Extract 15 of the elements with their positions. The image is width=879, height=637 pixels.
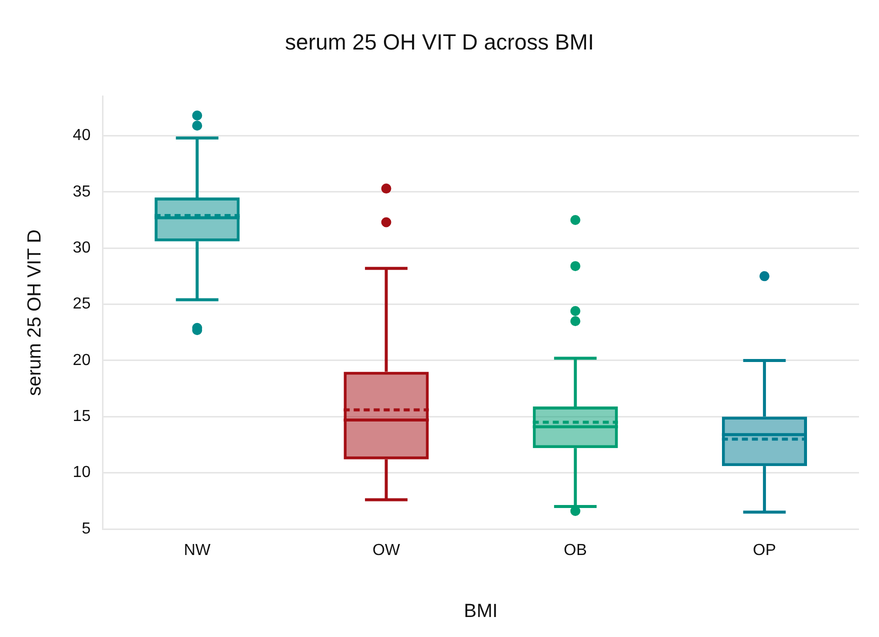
y-tick-label: 30 — [72, 239, 91, 256]
y-axis-title: serum 25 OH VIT D — [24, 229, 46, 396]
x-axis-title: BMI — [464, 600, 498, 622]
y-tick-label: 5 — [82, 520, 91, 538]
x-tick-label: OP — [752, 542, 776, 560]
x-tick-label: OW — [372, 542, 401, 560]
chart-title: serum 25 OH VIT D across BMI — [285, 29, 594, 54]
x-tick-label: OB — [564, 542, 587, 560]
y-tick-label: 15 — [72, 408, 91, 426]
y-tick-label: 20 — [72, 352, 91, 369]
y-tick-label: 40 — [72, 127, 91, 144]
y-tick-label: 35 — [72, 183, 91, 200]
y-tick-label: 25 — [72, 296, 91, 313]
y-tick-label: 10 — [72, 464, 91, 482]
x-tick-label: NW — [184, 542, 212, 560]
